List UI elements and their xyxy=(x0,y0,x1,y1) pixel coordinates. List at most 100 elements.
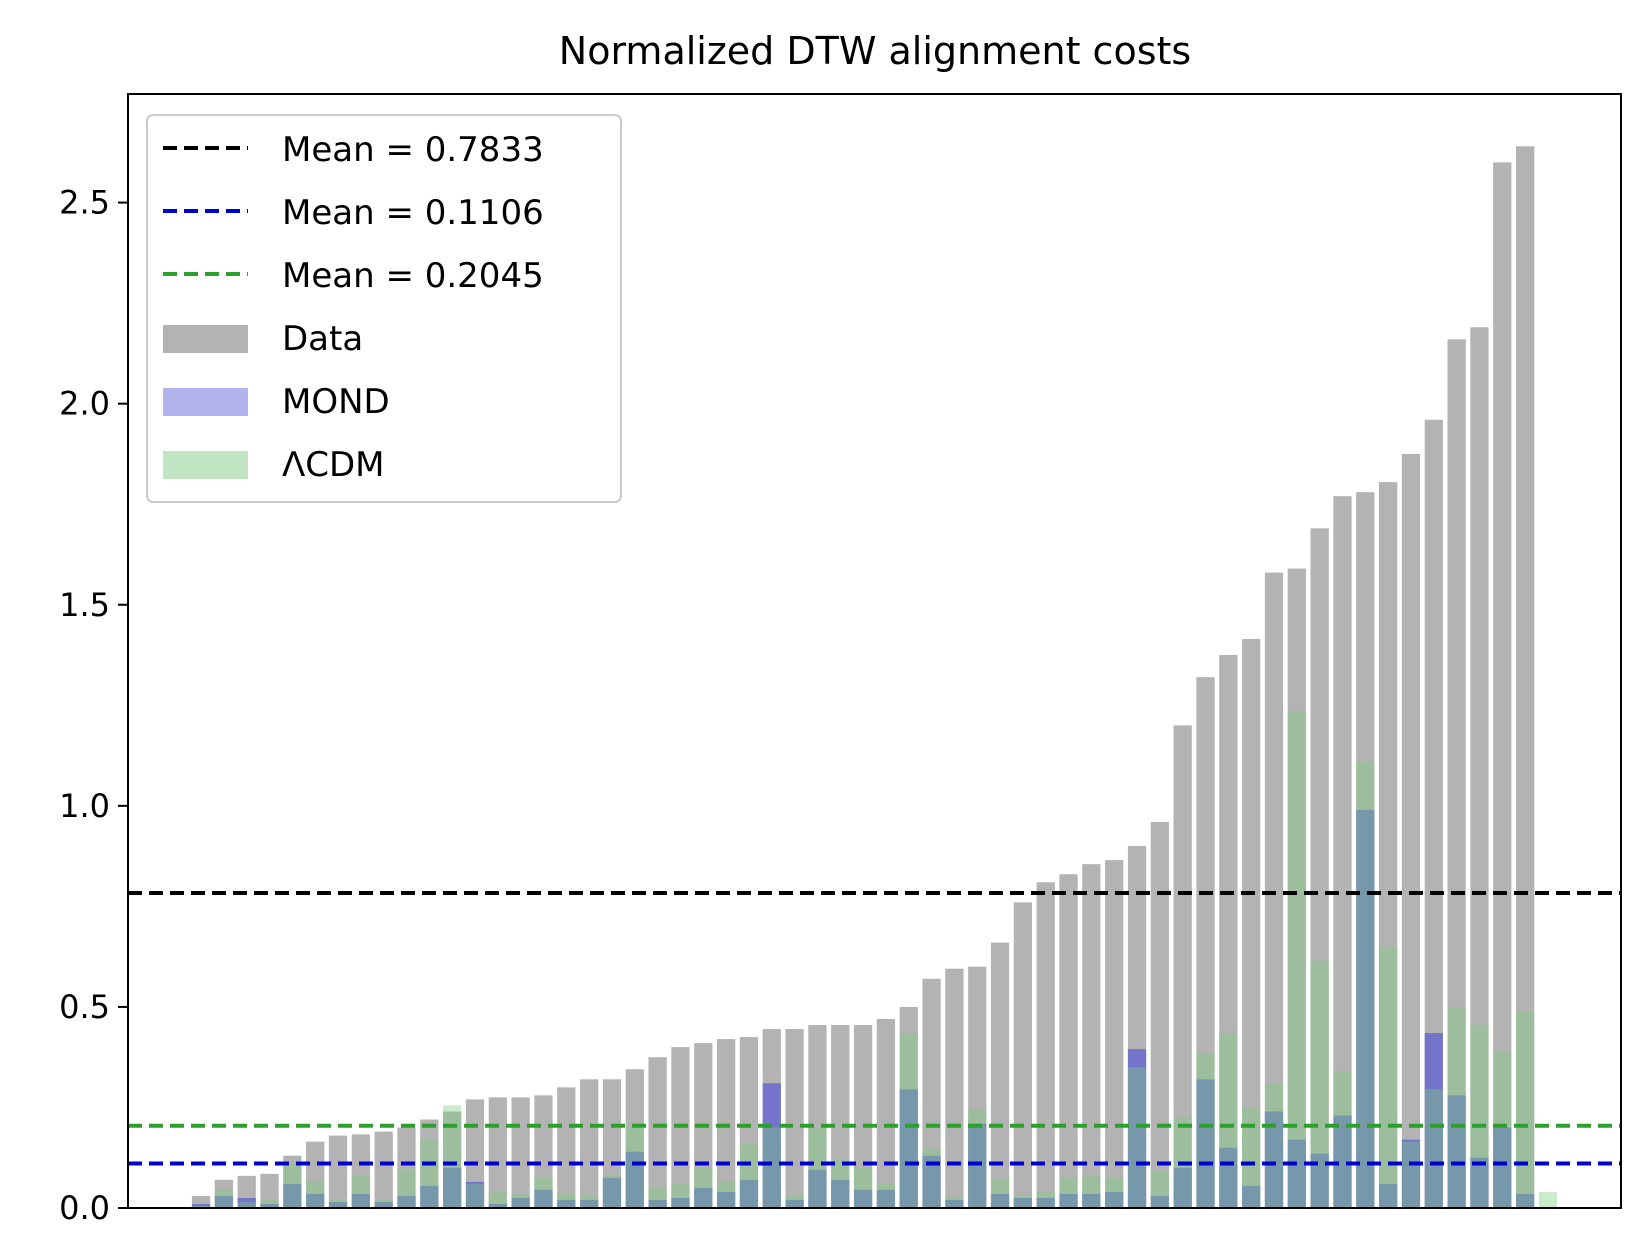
mond-bar-46 xyxy=(1242,1185,1261,1208)
lcdm-bar-27 xyxy=(808,1127,827,1208)
mond-bar-33 xyxy=(945,1199,964,1208)
mond-bar-58 xyxy=(1515,1193,1535,1208)
lcdm-bar-16 xyxy=(557,1193,576,1208)
lcdm-bar-50 xyxy=(1333,1071,1352,1208)
data-bar-16 xyxy=(557,1087,576,1208)
mond-bar-41 xyxy=(1127,1049,1147,1208)
mond-bar-10 xyxy=(420,1185,439,1208)
data-bar-23 xyxy=(716,1039,736,1208)
mond-bar-38 xyxy=(1059,1193,1078,1208)
mond-bar-18 xyxy=(602,1177,622,1208)
mond-bar-22 xyxy=(694,1187,713,1208)
lcdm-bar-54 xyxy=(1424,1089,1443,1208)
legend-label-lcdm: ΛCDM xyxy=(282,445,385,485)
data-bar-42 xyxy=(1150,821,1169,1208)
lcdm-bar-10 xyxy=(420,1139,439,1208)
y-tick-label-3: 1.5 xyxy=(59,586,110,624)
data-bar-39 xyxy=(1082,864,1101,1208)
lcdm-bar-23 xyxy=(716,1181,736,1208)
mond-bar-16 xyxy=(557,1199,576,1208)
data-bar-46 xyxy=(1242,638,1261,1208)
data-bar-13 xyxy=(488,1097,507,1208)
legend-swatch-lcdm xyxy=(163,451,248,479)
legend-label-mean-2: Mean = 0.2045 xyxy=(282,256,544,296)
lcdm-bar-12 xyxy=(465,1183,485,1208)
data-bar-52 xyxy=(1379,482,1398,1209)
lcdm-bar-18 xyxy=(602,1175,622,1208)
mond-bar-42 xyxy=(1150,1195,1169,1208)
lcdm-bar-33 xyxy=(945,1197,964,1208)
data-bar-49 xyxy=(1310,528,1329,1208)
lcdm-bar-6 xyxy=(328,1199,348,1208)
plot-frame xyxy=(127,93,1622,1209)
mond-bar-0 xyxy=(191,1203,211,1208)
data-bar-5 xyxy=(306,1141,325,1208)
lcdm-bar-29 xyxy=(853,1167,873,1208)
lcdm-bar-46 xyxy=(1242,1107,1261,1208)
lcdm-bar-44 xyxy=(1196,1053,1215,1208)
y-tick-label-1: 0.5 xyxy=(59,988,110,1026)
legend-swatch-mond xyxy=(163,388,248,416)
data-bar-50 xyxy=(1333,496,1352,1208)
data-bar-55 xyxy=(1447,339,1466,1208)
mond-bar-31 xyxy=(899,1089,918,1208)
lcdm-bar-49 xyxy=(1310,960,1329,1208)
mond-bar-24 xyxy=(739,1179,759,1208)
lcdm-bar-47 xyxy=(1264,1083,1284,1208)
lcdm-bar-41 xyxy=(1127,1067,1147,1208)
data-bar-38 xyxy=(1059,874,1078,1208)
mond-bar-23 xyxy=(716,1191,736,1208)
lcdm-bar-0 xyxy=(191,1205,211,1208)
mond-bar-44 xyxy=(1196,1079,1215,1208)
mond-bar-56 xyxy=(1470,1157,1489,1208)
mond-bar-8 xyxy=(374,1201,393,1208)
lcdm-bar-32 xyxy=(922,1149,941,1208)
mond-bar-11 xyxy=(443,1167,462,1208)
lcdm-bar-59 xyxy=(1538,1191,1558,1208)
data-bar-44 xyxy=(1196,677,1215,1208)
data-bar-35 xyxy=(990,942,1010,1208)
lcdm-bar-55 xyxy=(1447,1006,1466,1208)
data-bar-57 xyxy=(1493,162,1512,1208)
lcdm-bar-53 xyxy=(1401,1141,1421,1208)
data-bar-30 xyxy=(876,1018,896,1208)
data-bar-58 xyxy=(1515,146,1535,1208)
lcdm-bar-48 xyxy=(1287,711,1306,1208)
data-bar-18 xyxy=(602,1079,622,1208)
data-bar-47 xyxy=(1264,572,1284,1208)
mond-bar-14 xyxy=(511,1197,530,1208)
mond-bar-27 xyxy=(808,1169,827,1208)
mond-bar-12 xyxy=(465,1181,485,1208)
y-axis: 0.0 0.5 1.0 1.5 2.0 2.5 xyxy=(59,184,128,1227)
mond-bar-50 xyxy=(1333,1115,1352,1208)
lcdm-bar-11 xyxy=(443,1105,462,1208)
mond-bar-3 xyxy=(260,1203,279,1208)
lcdm-bar-22 xyxy=(694,1167,713,1208)
lcdm-bar-19 xyxy=(625,1127,644,1208)
y-tick-label-5: 2.5 xyxy=(59,184,110,222)
legend-label-mean-0: Mean = 0.7833 xyxy=(282,130,544,170)
data-bar-54 xyxy=(1424,419,1443,1208)
mean-lines-group xyxy=(128,890,1621,1166)
lcdm-bar-25 xyxy=(762,1127,781,1208)
legend-swatch-data xyxy=(163,325,248,353)
data-bar-37 xyxy=(1036,882,1055,1208)
lcdm-bar-15 xyxy=(534,1177,553,1208)
legend-label-mean-1: Mean = 0.1106 xyxy=(282,193,544,233)
lcdm-bar-37 xyxy=(1036,1191,1055,1208)
mond-bar-29 xyxy=(853,1189,873,1208)
lcdm-bar-56 xyxy=(1470,1025,1489,1208)
chart-title: Normalized DTW alignment costs xyxy=(559,29,1191,73)
mond-bar-48 xyxy=(1287,1139,1306,1208)
lcdm-bar-40 xyxy=(1105,1177,1124,1208)
mond-bar-7 xyxy=(351,1193,370,1208)
lcdm-bar-58 xyxy=(1515,1010,1535,1208)
data-bar-40 xyxy=(1105,860,1124,1208)
legend: Mean = 0.7833 Mean = 0.1106 Mean = 0.204… xyxy=(146,114,622,503)
mond-bar-28 xyxy=(831,1179,850,1208)
lcdm-bar-45 xyxy=(1219,1033,1238,1208)
mond-bar-51 xyxy=(1356,809,1375,1208)
legend-box xyxy=(146,114,622,503)
lcdm-bar-17 xyxy=(580,1195,599,1208)
